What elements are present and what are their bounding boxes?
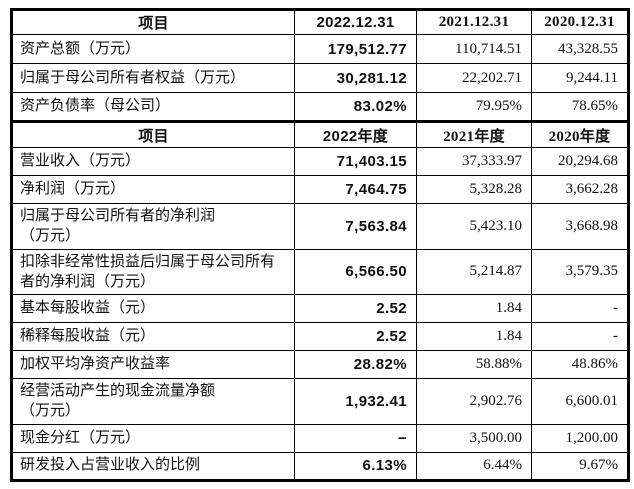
value-2021: 22,202.71	[416, 63, 532, 93]
value-2022: 6.13%	[294, 451, 417, 481]
table-row-net-profit: 净利润（万元） 7,464.75 5,328.28 3,662.28	[11, 175, 629, 204]
header-row-operating-results: 项目 2022年度 2021年度 2020年度	[11, 120, 629, 148]
table-row-debt-ratio: 资产负债率（母公司） 83.02% 79.95% 78.65%	[11, 92, 629, 122]
table-row-basic-eps: 基本每股收益（元） 2.52 1.84 -	[11, 294, 629, 323]
row-label: 经营活动产生的现金流量净额 （万元）	[11, 378, 295, 425]
value-2020: 3,668.98	[531, 203, 629, 250]
column-header-2020: 2020年度	[531, 120, 629, 148]
value-2021: 110,714.51	[416, 34, 532, 64]
row-label: 稀释每股收益（元）	[11, 322, 295, 351]
value-2020: 43,328.55	[531, 34, 629, 64]
value-2022: 30,281.12	[294, 63, 417, 93]
table-row-rd-ratio: 研发投入占营业收入的比例 6.13% 6.44% 9.67%	[11, 451, 629, 481]
column-header-item: 项目	[11, 120, 295, 148]
row-label: 资产负债率（母公司）	[11, 92, 295, 122]
value-2020: 3,579.35	[531, 248, 629, 295]
value-2020: 3,662.28	[531, 175, 629, 204]
column-header-2021: 2021年度	[416, 120, 532, 148]
table-row-total-assets: 资产总额（万元） 179,512.77 110,714.51 43,328.55	[11, 34, 629, 64]
row-label: 现金分红（万元）	[11, 423, 295, 453]
value-2020: -	[531, 322, 629, 351]
table-row-operating-cash-flow: 经营活动产生的现金流量净额 （万元） 1,932.41 2,902.76 6,6…	[11, 378, 629, 425]
value-2020: 20,294.68	[531, 147, 629, 176]
row-label: 研发投入占营业收入的比例	[11, 451, 295, 481]
value-2021: 37,333.97	[416, 147, 532, 176]
value-2020: 78.65%	[531, 92, 629, 122]
value-2020: -	[531, 294, 629, 323]
value-2020: 9,244.11	[531, 63, 629, 93]
value-2021: 3,500.00	[416, 423, 532, 453]
row-label: 资产总额（万元）	[11, 34, 295, 64]
row-label: 净利润（万元）	[11, 175, 295, 204]
value-2021: 1.84	[416, 294, 532, 323]
value-2022: 1,932.41	[294, 378, 417, 425]
value-2022: 2.52	[294, 322, 417, 351]
header-row-balance-sheet: 项目 2022.12.31 2021.12.31 2020.12.31	[11, 9, 629, 35]
value-2022: 2.52	[294, 294, 417, 323]
value-2022: 83.02%	[294, 92, 417, 122]
row-label: 扣除非经常性损益后归属于母公司所有 者的净利润（万元）	[11, 248, 295, 295]
row-label: 基本每股收益（元）	[11, 294, 295, 323]
table-row-revenue: 营业收入（万元） 71,403.15 37,333.97 20,294.68	[11, 147, 629, 176]
value-2020: 48.86%	[531, 350, 629, 379]
value-2022: 7,563.84	[294, 203, 417, 250]
column-header-2020-12-31: 2020.12.31	[531, 9, 629, 35]
value-2021: 1.84	[416, 322, 532, 351]
value-2020: 6,600.01	[531, 378, 629, 425]
table-row-deducted-net-profit: 扣除非经常性损益后归属于母公司所有 者的净利润（万元） 6,566.50 5,2…	[11, 248, 629, 295]
table-row-cash-dividend: 现金分红（万元） − 3,500.00 1,200.00	[11, 423, 629, 453]
financial-summary-table: 项目 2022.12.31 2021.12.31 2020.12.31 资产总额…	[10, 8, 630, 482]
value-2022: 6,566.50	[294, 248, 417, 295]
value-2022: 7,464.75	[294, 175, 417, 204]
value-2021: 79.95%	[416, 92, 532, 122]
table-row-weighted-roe: 加权平均净资产收益率 28.82% 58.88% 48.86%	[11, 350, 629, 379]
value-2022: 179,512.77	[294, 34, 417, 64]
row-label: 归属于母公司所有者的净利润 （万元）	[11, 203, 295, 250]
value-2021: 5,423.10	[416, 203, 532, 250]
value-2021: 2,902.76	[416, 378, 532, 425]
value-2020: 9.67%	[531, 451, 629, 481]
column-header-2022-12-31: 2022.12.31	[294, 9, 417, 35]
value-2021: 58.88%	[416, 350, 532, 379]
column-header-2021-12-31: 2021.12.31	[416, 9, 532, 35]
value-2021: 5,214.87	[416, 248, 532, 295]
value-2022: −	[294, 423, 417, 453]
value-2022: 71,403.15	[294, 147, 417, 176]
row-label: 归属于母公司所有者权益（万元）	[11, 63, 295, 93]
column-header-2022: 2022年度	[294, 120, 417, 148]
value-2021: 5,328.28	[416, 175, 532, 204]
table-row-parent-net-profit: 归属于母公司所有者的净利润 （万元） 7,563.84 5,423.10 3,6…	[11, 203, 629, 250]
value-2020: 1,200.00	[531, 423, 629, 453]
table-row-parent-equity: 归属于母公司所有者权益（万元） 30,281.12 22,202.71 9,24…	[11, 63, 629, 93]
value-2022: 28.82%	[294, 350, 417, 379]
row-label: 营业收入（万元）	[11, 147, 295, 176]
row-label: 加权平均净资产收益率	[11, 350, 295, 379]
column-header-item: 项目	[11, 9, 295, 35]
table-row-diluted-eps: 稀释每股收益（元） 2.52 1.84 -	[11, 322, 629, 351]
value-2021: 6.44%	[416, 451, 532, 481]
